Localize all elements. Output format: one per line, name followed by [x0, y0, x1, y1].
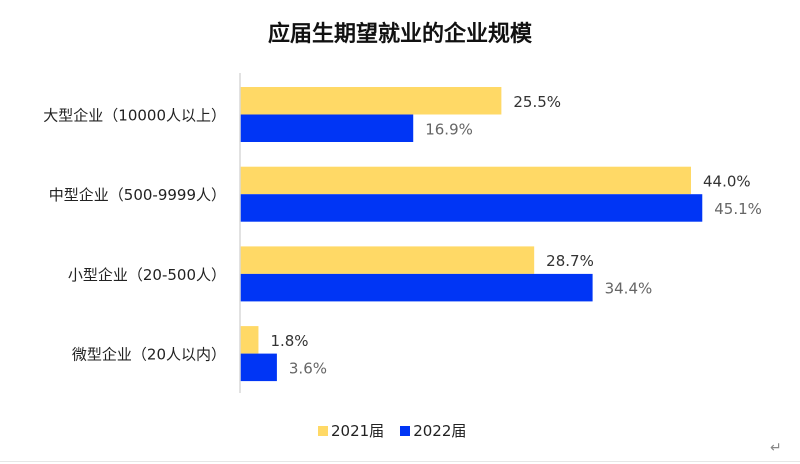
legend-swatch-2022 — [400, 425, 411, 436]
category-label: 小型企业（20-500人） — [68, 266, 226, 284]
data-label: 1.8% — [270, 332, 308, 350]
data-label: 45.1% — [714, 200, 762, 218]
bar-2022届 — [240, 114, 414, 142]
data-label: 34.4% — [605, 280, 653, 298]
category-label: 大型企业（10000人以上） — [43, 107, 226, 125]
data-label: 28.7% — [546, 252, 594, 270]
return-mark-icon: ↵ — [770, 440, 782, 456]
legend-item-2021: 2021届 — [318, 420, 384, 441]
data-label: 44.0% — [703, 172, 751, 190]
bar-2021届 — [240, 246, 535, 274]
bar-2022届 — [240, 353, 277, 382]
divider — [0, 461, 800, 462]
category-label: 微型企业（20人以内） — [72, 346, 226, 364]
bar-2022届 — [240, 194, 703, 222]
legend: 2021届 2022届 — [318, 420, 466, 441]
legend-label-2021: 2021届 — [331, 422, 385, 440]
data-label: 3.6% — [289, 359, 327, 377]
data-label: 16.9% — [425, 120, 473, 138]
chart-title: 应届生期望就业的企业规模 — [267, 22, 532, 47]
category-label: 中型企业（500-9999人） — [49, 186, 226, 204]
legend-label-2022: 2022届 — [413, 422, 467, 440]
bar-2021届 — [240, 166, 691, 195]
data-label: 25.5% — [513, 93, 561, 111]
legend-swatch-2021 — [318, 425, 328, 436]
legend-item-2022: 2022届 — [400, 420, 466, 441]
bar-2022届 — [240, 273, 593, 302]
bar-2021届 — [240, 87, 502, 115]
bar-2021届 — [240, 326, 259, 354]
